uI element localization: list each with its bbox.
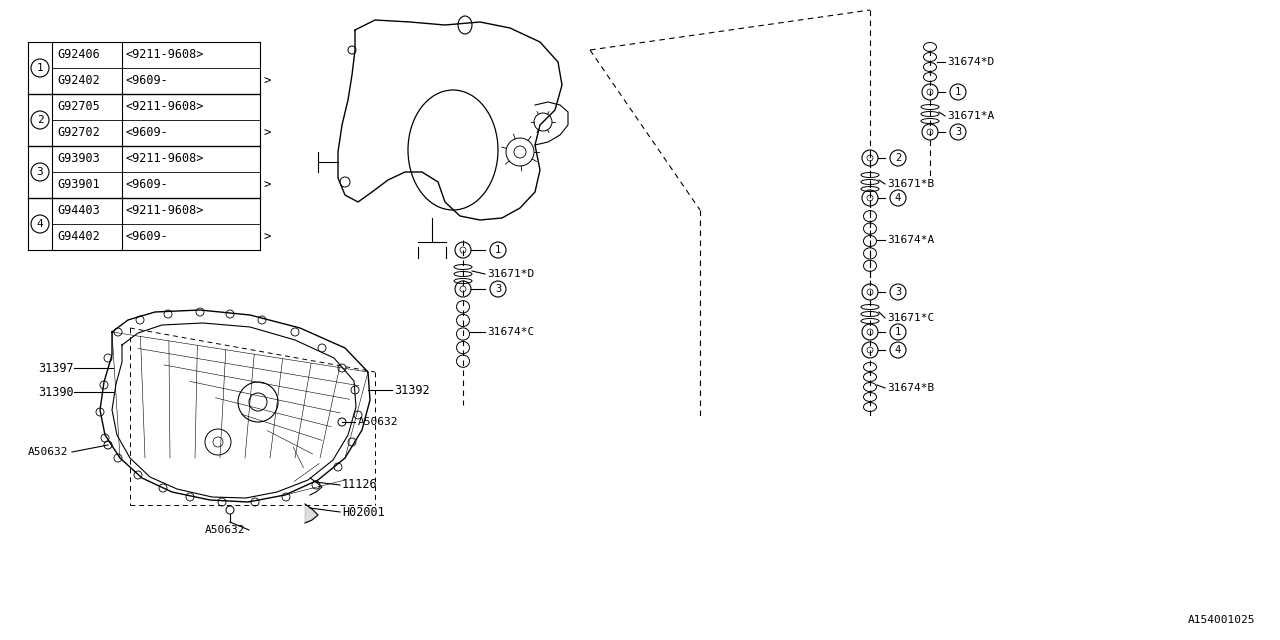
Text: G92702: G92702	[58, 127, 100, 140]
Text: 1: 1	[37, 63, 44, 73]
Text: 1: 1	[495, 245, 502, 255]
Text: <9609-: <9609-	[125, 179, 169, 191]
Text: <9211-9608>: <9211-9608>	[125, 100, 205, 113]
Text: 3: 3	[37, 167, 44, 177]
Text: 31674*A: 31674*A	[887, 235, 934, 245]
Text: 31392: 31392	[394, 383, 430, 397]
Text: <9609-: <9609-	[125, 230, 169, 243]
Text: 1: 1	[895, 327, 901, 337]
Text: 3: 3	[895, 287, 901, 297]
Text: G94403: G94403	[58, 205, 100, 218]
Text: G92402: G92402	[58, 74, 100, 88]
Text: A50632: A50632	[205, 525, 246, 535]
Text: 3: 3	[955, 127, 961, 137]
Text: 11126: 11126	[342, 479, 378, 492]
Text: 2: 2	[37, 115, 44, 125]
Text: 31674*D: 31674*D	[947, 57, 995, 67]
Text: G93901: G93901	[58, 179, 100, 191]
Text: G92406: G92406	[58, 49, 100, 61]
Text: <9609-: <9609-	[125, 74, 169, 88]
Text: 4: 4	[37, 219, 44, 229]
Text: 31390: 31390	[38, 385, 74, 399]
Text: 3: 3	[495, 284, 502, 294]
Text: 31671*A: 31671*A	[947, 111, 995, 121]
Text: G94402: G94402	[58, 230, 100, 243]
Text: 31671*C: 31671*C	[887, 313, 934, 323]
Text: A50632: A50632	[28, 447, 69, 457]
Text: <9211-9608>: <9211-9608>	[125, 152, 205, 166]
Text: >: >	[262, 74, 270, 88]
Polygon shape	[305, 504, 317, 523]
Text: <9609-: <9609-	[125, 127, 169, 140]
Text: <9211-9608>: <9211-9608>	[125, 49, 205, 61]
Text: >: >	[262, 127, 270, 140]
Text: H02001: H02001	[342, 506, 385, 518]
Text: 31671*D: 31671*D	[486, 269, 534, 279]
Text: A50632: A50632	[358, 417, 398, 427]
Text: 4: 4	[895, 193, 901, 203]
Text: <9211-9608>: <9211-9608>	[125, 205, 205, 218]
Text: >: >	[262, 230, 270, 243]
Text: >: >	[262, 179, 270, 191]
Text: 31671*B: 31671*B	[887, 179, 934, 189]
Text: 31397: 31397	[38, 362, 74, 374]
Text: 31674*C: 31674*C	[486, 327, 534, 337]
Text: 2: 2	[895, 153, 901, 163]
Text: 1: 1	[955, 87, 961, 97]
Text: G92705: G92705	[58, 100, 100, 113]
Text: 31674*B: 31674*B	[887, 383, 934, 393]
Text: 4: 4	[895, 345, 901, 355]
Text: G93903: G93903	[58, 152, 100, 166]
Text: A154001025: A154001025	[1188, 615, 1254, 625]
